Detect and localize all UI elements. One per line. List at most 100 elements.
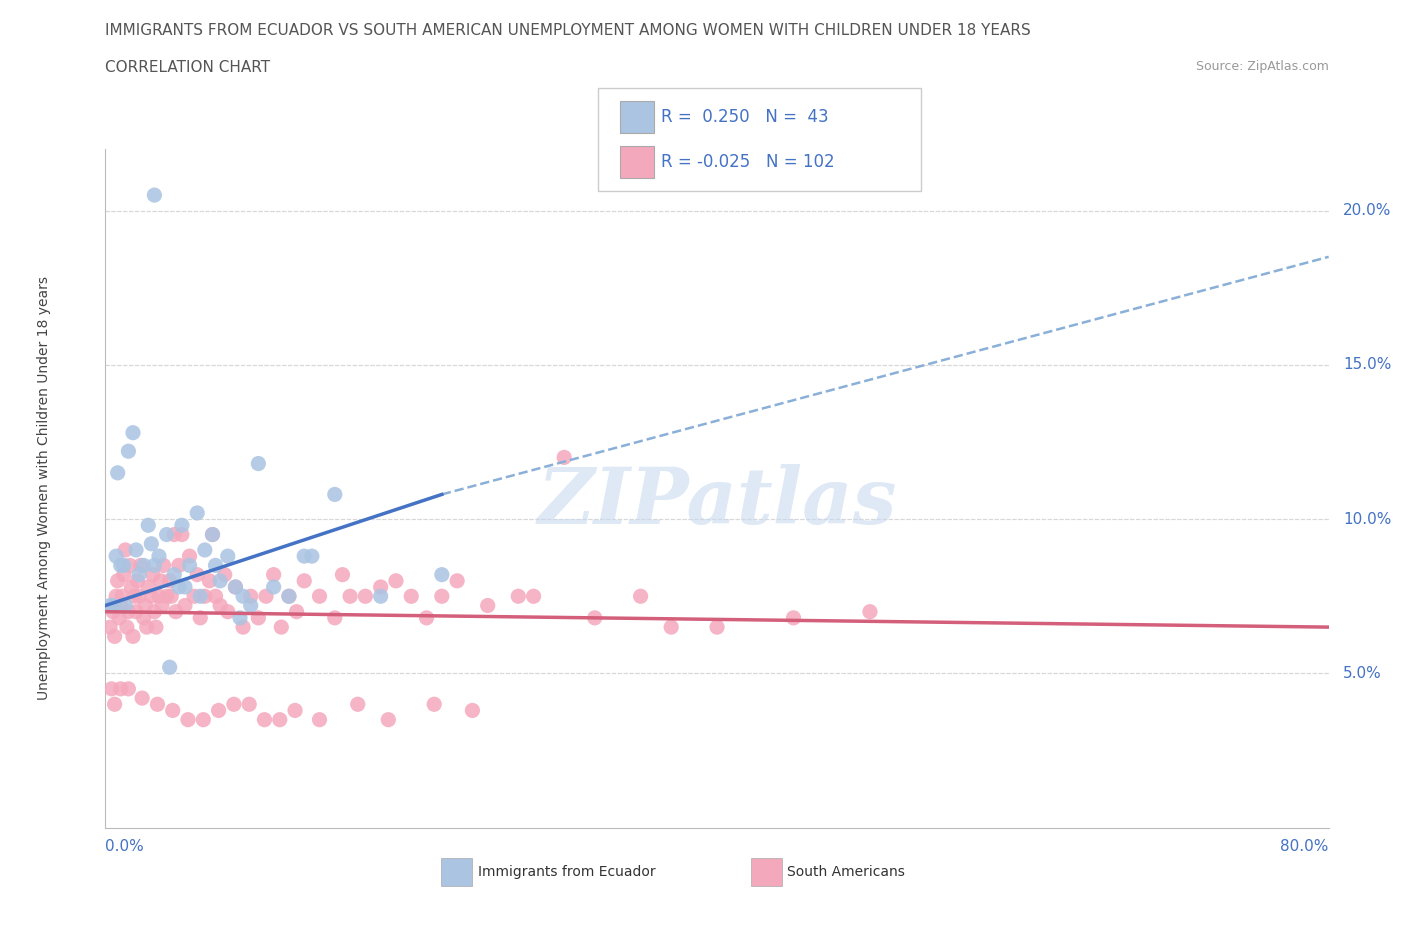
Point <box>134 598 156 613</box>
Point <box>122 629 145 644</box>
Point <box>583 610 606 625</box>
Point <box>201 527 224 542</box>
Point <box>98 619 121 634</box>
Text: CORRELATION CHART: CORRELATION CHART <box>105 60 270 75</box>
Point <box>415 610 437 625</box>
Point <box>278 589 301 604</box>
Point <box>117 682 139 697</box>
Point <box>115 619 138 634</box>
Point <box>477 598 499 613</box>
Point <box>630 589 652 604</box>
Point <box>346 697 368 711</box>
Point <box>232 589 254 604</box>
Text: R = -0.025   N = 102: R = -0.025 N = 102 <box>661 153 834 171</box>
Point <box>136 579 159 594</box>
Point <box>149 574 172 589</box>
Point <box>159 659 181 674</box>
Point <box>254 589 277 604</box>
Point <box>98 598 121 613</box>
Point <box>112 567 135 582</box>
Point <box>163 567 186 582</box>
Point <box>186 567 208 582</box>
Point <box>177 712 200 727</box>
Text: South Americans: South Americans <box>787 865 905 880</box>
Point <box>129 558 152 573</box>
Point <box>105 549 128 564</box>
Point <box>354 589 377 604</box>
Point <box>150 598 173 613</box>
Point <box>186 506 208 521</box>
Text: Source: ZipAtlas.com: Source: ZipAtlas.com <box>1195 60 1329 73</box>
Point <box>263 579 285 594</box>
Point <box>145 619 167 634</box>
Point <box>127 574 149 589</box>
Point <box>370 579 392 594</box>
Point <box>170 527 193 542</box>
Text: IMMIGRANTS FROM ECUADOR VS SOUTH AMERICAN UNEMPLOYMENT AMONG WOMEN WITH CHILDREN: IMMIGRANTS FROM ECUADOR VS SOUTH AMERICA… <box>105 23 1031 38</box>
Text: 0.0%: 0.0% <box>105 839 145 854</box>
Point <box>188 589 211 604</box>
Point <box>229 610 252 625</box>
Point <box>100 682 122 697</box>
Point <box>209 598 232 613</box>
Point <box>170 518 193 533</box>
Text: 15.0%: 15.0% <box>1343 357 1392 372</box>
Point <box>101 604 124 619</box>
Point <box>165 604 187 619</box>
Point <box>270 619 292 634</box>
Point <box>128 567 150 582</box>
Point <box>308 589 330 604</box>
Point <box>143 604 166 619</box>
Point <box>188 610 211 625</box>
Point <box>239 589 262 604</box>
Point <box>146 697 169 711</box>
Point <box>370 589 392 604</box>
Point <box>446 574 468 589</box>
Point <box>224 579 246 594</box>
Text: 5.0%: 5.0% <box>1343 666 1382 681</box>
Point <box>143 188 166 203</box>
Text: 10.0%: 10.0% <box>1343 512 1392 526</box>
Point <box>155 589 177 604</box>
Point <box>174 579 197 594</box>
Point <box>193 712 215 727</box>
Point <box>167 558 190 573</box>
Point <box>253 712 276 727</box>
Text: Immigrants from Ecuador: Immigrants from Ecuador <box>478 865 655 880</box>
Point <box>108 610 131 625</box>
Text: R =  0.250   N =  43: R = 0.250 N = 43 <box>661 108 828 126</box>
Point <box>141 537 163 551</box>
Point <box>125 604 148 619</box>
Point <box>285 604 308 619</box>
Point <box>183 589 205 604</box>
Point <box>179 558 201 573</box>
Point <box>232 619 254 634</box>
Point <box>204 589 226 604</box>
Point <box>155 527 177 542</box>
Text: Unemployment Among Women with Children Under 18 years: Unemployment Among Women with Children U… <box>38 276 51 700</box>
Point <box>263 567 285 582</box>
Point <box>385 574 408 589</box>
Point <box>160 589 183 604</box>
Point <box>508 589 530 604</box>
Text: 20.0%: 20.0% <box>1343 203 1392 218</box>
Point <box>105 589 128 604</box>
Point <box>301 549 323 564</box>
Point <box>238 697 260 711</box>
Point <box>131 691 153 706</box>
Point <box>148 549 170 564</box>
Point <box>194 542 217 557</box>
Point <box>174 598 197 613</box>
Point <box>104 697 127 711</box>
Point <box>430 567 453 582</box>
Point <box>128 589 150 604</box>
Point <box>278 589 301 604</box>
Point <box>247 610 270 625</box>
Point <box>782 610 804 625</box>
Text: 80.0%: 80.0% <box>1281 839 1329 854</box>
Point <box>135 619 157 634</box>
Point <box>332 567 354 582</box>
Point <box>110 558 132 573</box>
Point <box>122 425 145 440</box>
Point <box>222 697 245 711</box>
